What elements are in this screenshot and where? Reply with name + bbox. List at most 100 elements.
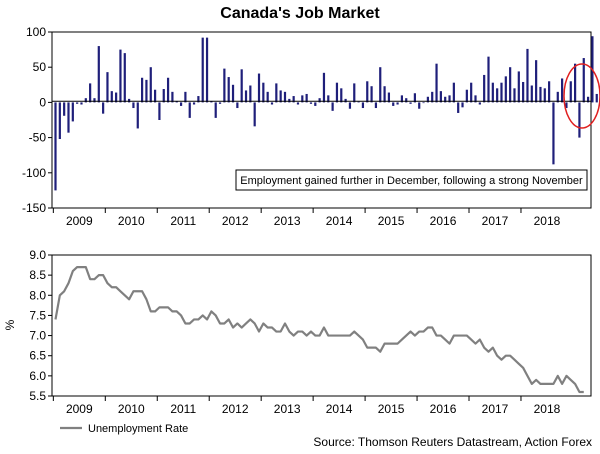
unemployment-y-tick-label: 7.0 bbox=[29, 329, 46, 343]
employment-bar bbox=[179, 102, 183, 106]
employment-bar bbox=[517, 71, 520, 103]
employment-bar bbox=[266, 91, 269, 103]
employment-bar bbox=[218, 102, 222, 104]
employment-bar bbox=[344, 98, 347, 103]
employment-bar bbox=[288, 98, 291, 103]
employment-bar bbox=[452, 82, 455, 103]
employment-bar bbox=[205, 37, 209, 103]
employment-x-tick-label: 2010 bbox=[118, 214, 145, 228]
unemployment-x-tick-label: 2013 bbox=[274, 402, 301, 416]
employment-bar bbox=[123, 53, 126, 103]
unemployment-x-tick-label: 2009 bbox=[66, 402, 93, 416]
employment-bar bbox=[192, 102, 196, 105]
unemployment-y-label: % bbox=[3, 319, 17, 330]
employment-bar bbox=[561, 78, 564, 103]
employment-bar bbox=[582, 58, 585, 103]
employment-x-tick-label: 2014 bbox=[326, 214, 353, 228]
employment-bar bbox=[470, 82, 473, 103]
employment-bar bbox=[322, 72, 326, 103]
employment-y-tick-label: 50 bbox=[33, 60, 47, 74]
employment-bar bbox=[526, 48, 529, 103]
unemployment-x-tick-label: 2014 bbox=[326, 402, 353, 416]
employment-bar bbox=[136, 102, 139, 129]
employment-bar bbox=[184, 91, 187, 103]
employment-bar bbox=[405, 98, 408, 103]
employment-bar bbox=[162, 89, 165, 103]
employment-bar bbox=[275, 83, 278, 103]
employment-bar bbox=[569, 81, 572, 103]
employment-bar bbox=[422, 102, 425, 104]
employment-bar bbox=[387, 92, 391, 103]
employment-bar bbox=[253, 102, 256, 127]
employment-bar bbox=[457, 102, 460, 113]
unemployment-y-tick-label: 6.0 bbox=[29, 369, 46, 383]
employment-bar bbox=[366, 81, 369, 103]
employment-bar bbox=[543, 88, 546, 103]
employment-bar bbox=[201, 37, 204, 103]
employment-bar bbox=[370, 86, 373, 103]
employment-bar bbox=[522, 81, 525, 103]
unemployment-x-tick-label: 2015 bbox=[378, 402, 405, 416]
employment-bar bbox=[149, 67, 152, 103]
employment-bar bbox=[548, 81, 551, 103]
employment-bar bbox=[461, 102, 464, 108]
employment-bar bbox=[439, 91, 442, 103]
employment-bar bbox=[595, 93, 598, 103]
unemployment-y-tick-label: 7.5 bbox=[29, 308, 46, 322]
employment-bar bbox=[314, 102, 317, 106]
employment-bar bbox=[240, 69, 243, 103]
employment-bar bbox=[231, 84, 235, 103]
employment-bar bbox=[249, 85, 252, 103]
employment-bar bbox=[487, 56, 490, 103]
unemployment-y-tick-label: 8.5 bbox=[29, 268, 46, 282]
legend: Unemployment Rate bbox=[60, 423, 188, 435]
employment-bar bbox=[227, 77, 230, 103]
unemployment-y-tick-label: 5.5 bbox=[29, 389, 46, 403]
unemployment-series-line bbox=[54, 265, 584, 394]
employment-bar bbox=[292, 96, 295, 103]
employment-bar bbox=[153, 89, 157, 103]
employment-bar bbox=[244, 90, 248, 103]
employment-bar bbox=[496, 88, 499, 103]
employment-bar bbox=[63, 102, 66, 116]
employment-bar bbox=[392, 102, 395, 106]
employment-bar bbox=[296, 102, 300, 105]
highlight-ellipse bbox=[563, 63, 600, 129]
annotation-text: Employment gained further in December, f… bbox=[240, 175, 583, 187]
employment-bar bbox=[357, 101, 360, 103]
employment-bar bbox=[530, 85, 533, 103]
employment-bar bbox=[383, 86, 386, 103]
chart-title: Canada's Job Market bbox=[220, 5, 380, 22]
unemployment-y-tick-label: 6.5 bbox=[29, 349, 46, 363]
employment-bar bbox=[318, 98, 321, 103]
employment-bar bbox=[448, 95, 451, 103]
employment-bar bbox=[97, 46, 100, 103]
employment-bar bbox=[158, 102, 161, 120]
employment-bar bbox=[578, 102, 581, 138]
employment-bar bbox=[513, 88, 516, 103]
employment-bar bbox=[340, 88, 343, 103]
employment-x-tick-label: 2017 bbox=[482, 214, 509, 228]
employment-x-tick-label: 2009 bbox=[66, 214, 93, 228]
employment-bar bbox=[418, 102, 421, 109]
employment-bar bbox=[539, 86, 542, 103]
legend-label: Unemployment Rate bbox=[88, 423, 188, 435]
employment-x-tick-label: 2018 bbox=[534, 214, 561, 228]
employment-plot-frame bbox=[51, 31, 592, 209]
employment-bar bbox=[327, 95, 330, 103]
employment-bar bbox=[67, 102, 70, 133]
unemployment-x-tick-label: 2010 bbox=[118, 402, 145, 416]
employment-bar bbox=[54, 102, 57, 191]
unemployment-panel: 9.0 8.5 8.0 7.5 7.0 6.5 6.0 5.5 2009 2010 2011 201… bbox=[3, 248, 592, 416]
source-note: Source: Thomson Reuters Datastream, Acti… bbox=[313, 435, 592, 449]
employment-bar bbox=[71, 102, 74, 122]
employment-bar bbox=[76, 102, 79, 104]
employment-bar bbox=[483, 74, 486, 103]
unemployment-x-tick-label: 2016 bbox=[430, 402, 457, 416]
employment-bar bbox=[305, 93, 308, 103]
employment-bar bbox=[409, 102, 412, 104]
employment-x-tick-label: 2015 bbox=[378, 214, 405, 228]
employment-bar bbox=[444, 96, 447, 103]
employment-bar bbox=[145, 79, 148, 103]
employment-bar bbox=[509, 67, 512, 103]
